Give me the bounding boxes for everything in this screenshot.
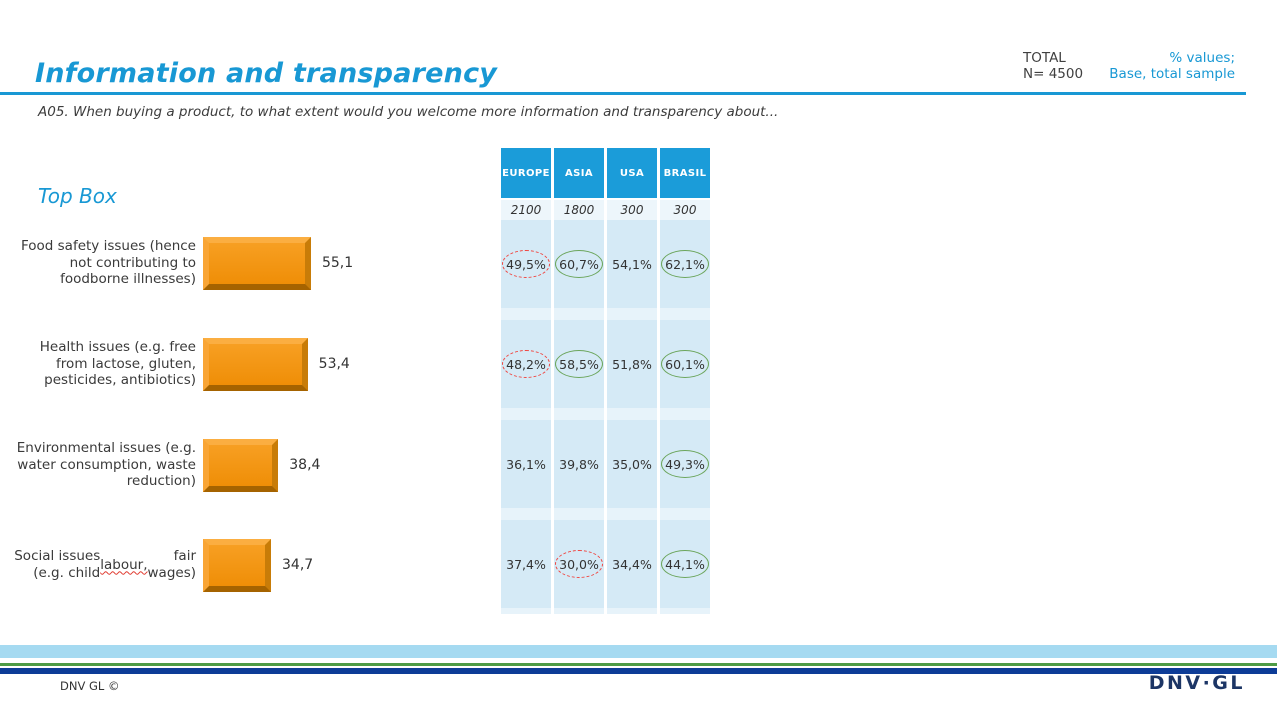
footer-stripe-navy [0,668,1277,674]
values-note-line1: % values; [1169,50,1235,66]
table-cell-value: 49,3% [661,450,709,478]
table-column-usa: USA 300 54,1% 51,8% 35,0% 34,4% [607,148,657,614]
table-cell-value: 34,4% [612,556,652,572]
column-header: BRASIL [660,148,710,198]
table-cell-value: 30,0% [555,550,603,578]
table-cell-value: 60,1% [661,350,709,378]
footer-stripe-sky [0,645,1277,658]
bar-social [203,538,271,592]
chart-row: Environmental issues (e.g. water consump… [0,415,500,515]
column-base: 300 [607,200,657,220]
table-cell-value: 62,1% [661,250,709,278]
bar-health [203,337,308,391]
page-title: Information and transparency [35,58,498,89]
total-base: N= 4500 [1023,66,1084,82]
column-header: EUROPE [501,148,551,198]
category-label: Social issues (e.g. child labour, fair w… [14,548,197,581]
bar-value-label: 38,4 [289,457,321,473]
total-label: TOTAL [1023,50,1066,66]
region-table: EUROPE 2100 49,5% 48,2% 36,1% 37,4% ASIA… [501,148,710,614]
table-cell-value: 51,8% [612,356,652,372]
footer-copyright: DNV GL © [60,679,120,693]
column-base: 1800 [554,200,604,220]
table-column-brasil: BRASIL 300 62,1% 60,1% 49,3% 44,1% [660,148,710,614]
table-cell-value: 49,5% [502,250,550,278]
column-header: ASIA [554,148,604,198]
bar-value-label: 55,1 [321,255,354,271]
bar-value-label: 34,7 [282,557,314,573]
table-cell-value: 44,1% [661,550,709,578]
table-cell-value: 37,4% [506,556,546,572]
column-base: 2100 [501,200,551,220]
question-text: A05. When buying a product, to what exte… [38,104,779,120]
bar-food-safety [203,236,311,290]
footer-stripe-green [0,663,1277,666]
chart-row: Health issues (e.g. free from lactose, g… [0,314,500,414]
table-column-asia: ASIA 1800 60,7% 58,5% 39,8% 30,0% [554,148,604,614]
table-cell-value: 60,7% [555,250,603,278]
values-note-line2: Base, total sample [1109,66,1235,82]
total-block: TOTAL N= 4500 [1023,50,1083,82]
category-label: Health issues (e.g. free from lactose, g… [39,338,196,389]
table-cell-value: 35,0% [612,456,652,472]
chart-row: Social issues (e.g. child labour, fair w… [0,515,500,615]
chart-row: Food safety issues (hence not contributi… [0,213,500,313]
chart-title: Top Box [38,184,117,208]
table-cell-value: 36,1% [506,456,546,472]
table-cell-value: 39,8% [559,456,599,472]
table-cell-value: 54,1% [612,256,652,272]
table-column-europe: EUROPE 2100 49,5% 48,2% 36,1% 37,4% [501,148,551,614]
table-cell-value: 48,2% [502,350,550,378]
column-base: 300 [660,200,710,220]
category-label: Food safety issues (hence not contributi… [20,237,196,288]
title-rule [0,92,1246,95]
column-header: USA [607,148,657,198]
table-cell-value: 58,5% [555,350,603,378]
bar-value-label: 53,4 [318,356,350,372]
category-label: Environmental issues (e.g. water consump… [16,439,196,490]
bar-environmental [203,438,279,492]
values-note: % values; Base, total sample [1109,50,1235,82]
dnv-gl-logo: DNV·GL [1148,672,1245,694]
